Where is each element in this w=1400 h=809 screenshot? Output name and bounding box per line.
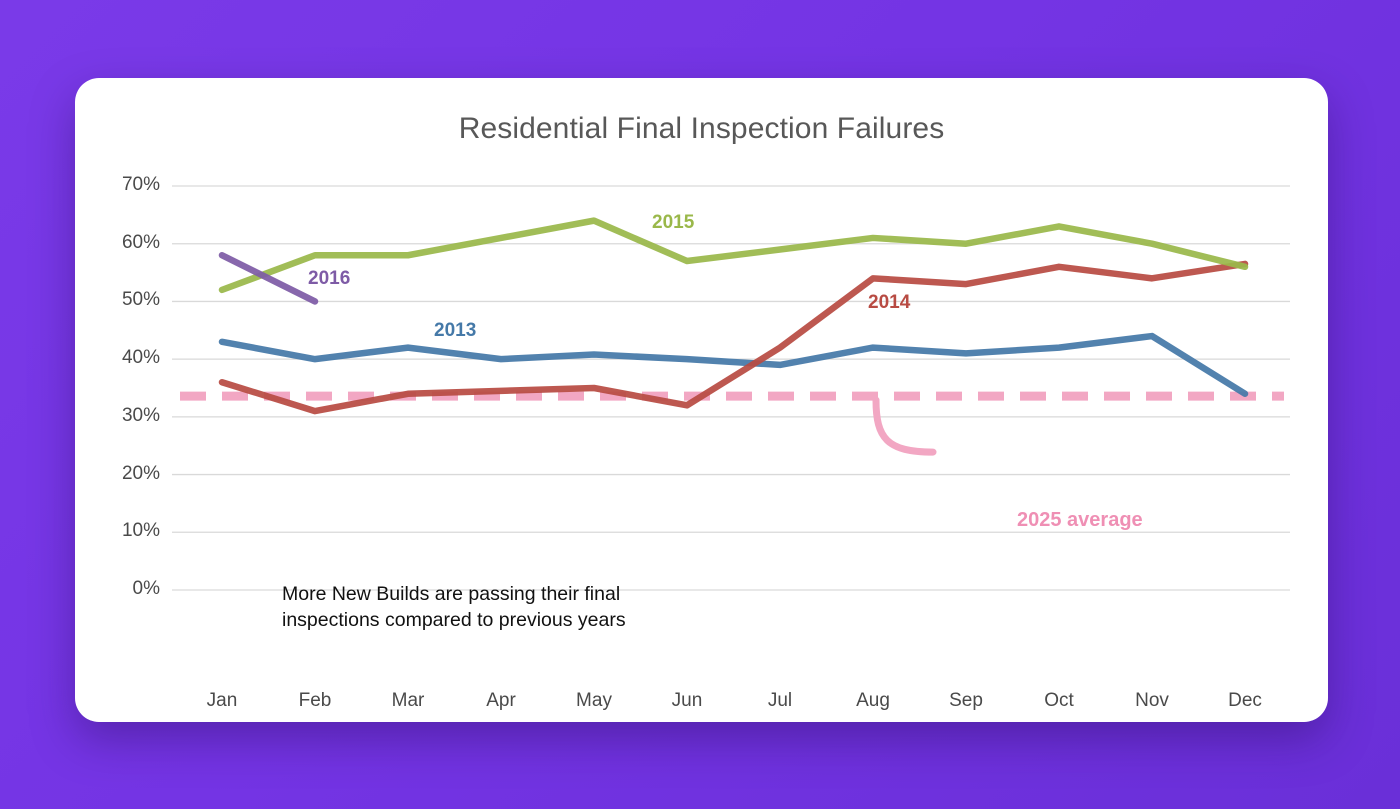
x-axis-tick-label: Mar	[391, 690, 425, 711]
x-axis-tick-label: May	[576, 690, 612, 711]
x-axis-tick-label: Jun	[671, 690, 703, 711]
chart-card: Residential Final Inspection Failures Mo…	[75, 78, 1328, 722]
x-axis-tick-label: Jan	[206, 690, 238, 711]
y-axis-tick-label: 40%	[121, 347, 160, 369]
x-axis-tick-label: Oct	[1044, 690, 1074, 711]
x-axis-tick-label: Dec	[1228, 690, 1262, 711]
y-axis-tick-label: 60%	[121, 231, 160, 253]
y-axis-tick-label: 50%	[121, 289, 160, 311]
series-line-2013	[218, 332, 1249, 398]
average-callout-curve	[872, 396, 937, 456]
insight-line-1: More New Builds are passing their final	[282, 583, 621, 605]
x-axis-tick-label: Jul	[767, 690, 793, 711]
y-axis-tick-label: 30%	[121, 404, 160, 426]
page-title: Residential Final Inspection Failures	[458, 112, 945, 145]
y-axis-tick-label: 20%	[121, 462, 160, 484]
series-inline-label-2014: 2014	[868, 292, 911, 313]
series-line-2014	[218, 260, 1249, 415]
line-chart-plot	[172, 185, 1290, 591]
y-axis-tick-label: 0%	[132, 578, 160, 599]
x-axis-tick-label: Nov	[1135, 690, 1169, 711]
series-line-2015	[218, 217, 1249, 294]
insight-line-2: inspections compared to previous years	[282, 609, 626, 631]
x-axis-tick-label: Sep	[949, 690, 983, 711]
series-inline-label-2015: 2015	[652, 212, 695, 233]
average-annotation-label: 2025 average	[1017, 509, 1143, 531]
x-axis-tick-label: Aug	[856, 690, 890, 711]
series-inline-label-2016: 2016	[308, 268, 351, 289]
y-axis-tick-label: 10%	[121, 520, 160, 542]
series-inline-label-2013: 2013	[434, 320, 477, 341]
insight-annotation: More New Builds are passing their final …	[282, 581, 742, 633]
y-axis-tick-label: 70%	[121, 174, 160, 195]
x-axis-tick-label: Feb	[298, 690, 332, 711]
series-line-2016	[218, 252, 319, 305]
x-axis-tick-label: Apr	[486, 690, 516, 711]
